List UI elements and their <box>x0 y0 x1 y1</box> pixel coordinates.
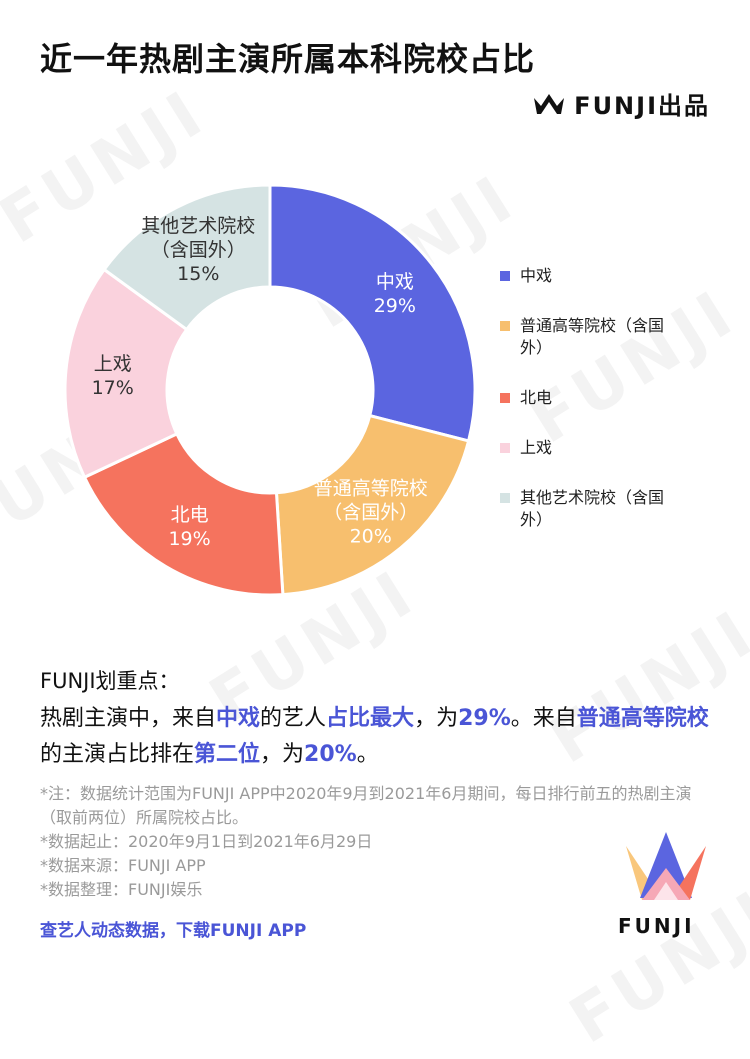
download-app-link[interactable]: 查艺人动态数据，下载FUNJI APP <box>40 921 307 941</box>
note-line: *数据来源：FUNJI APP <box>40 856 206 875</box>
highlight-emphasis: 20% <box>304 742 357 767</box>
highlight-fragment: ，为 <box>414 706 459 731</box>
legend-label: 普通高等院校（含国 外） <box>520 316 665 357</box>
legend-item: 北电 <box>500 387 710 409</box>
legend-swatch <box>500 443 510 453</box>
slice-label: 北电 19% <box>168 504 210 550</box>
legend-item: 其他艺术院校（含国 外） <box>500 487 710 531</box>
highlight-fragment: 的艺人 <box>260 706 327 731</box>
slice-label: 中戏 29% <box>374 271 416 317</box>
pie-slice <box>63 267 189 480</box>
page-title: 近一年热剧主演所属本科院校占比 <box>40 40 536 78</box>
legend-label: 中戏 <box>520 266 553 285</box>
crown-icon <box>534 93 565 114</box>
highlight-heading: FUNJI划重点： <box>40 669 180 693</box>
slice-label: 上戏 17% <box>92 353 134 399</box>
funji-logo-text: FUNJI <box>618 914 695 938</box>
pie-slice <box>268 183 477 443</box>
highlight-emphasis: 占比最大 <box>326 706 415 731</box>
legend-item: 上戏 <box>500 437 710 459</box>
brand: FUNJI出品 <box>532 86 710 121</box>
note-line: *数据起止：2020年9月1日到2021年6月29日 <box>40 832 373 851</box>
highlight-fragment: ，为 <box>260 742 305 767</box>
highlight-emphasis: 中戏 <box>216 706 261 731</box>
brand-text: FUNJI出品 <box>574 92 710 120</box>
legend-swatch <box>500 271 510 281</box>
highlight-fragment: 。 <box>356 742 379 767</box>
highlight-text: 热剧主演中，来自中戏的艺人占比最大，为29%。来自普通高等院校的主演占比排在第二… <box>40 701 720 773</box>
slice-label: 普通高等院校（含国外） 20% <box>314 478 428 548</box>
highlight-emphasis: 29% <box>458 706 511 731</box>
legend-label: 北电 <box>520 388 553 407</box>
pie-slice <box>102 183 272 332</box>
legend-label: 上戏 <box>520 438 553 457</box>
highlight-fragment: 。来自 <box>510 706 577 731</box>
legend-swatch <box>500 393 510 403</box>
highlight-emphasis: 普通高等院校 <box>576 706 709 731</box>
highlight-section: FUNJI划重点： 热剧主演中，来自中戏的艺人占比最大，为29%。来自普通高等院… <box>40 665 720 773</box>
donut-chart: 中戏 29% 普通高等院校（含国外） 20% 北电 19% 上戏 17% 其他艺术院校（含国外）… <box>63 183 477 597</box>
funji-crown-logo-icon <box>626 832 706 900</box>
notes: *注：数据统计范围为FUNJI APP中2020年9月到2021年6月期间，每日… <box>40 782 720 902</box>
legend-swatch <box>500 493 510 503</box>
highlight-fragment: 热剧主演中，来自 <box>40 706 217 731</box>
legend-item: 普通高等院校（含国 外） <box>500 315 710 359</box>
pie-slice <box>274 413 471 597</box>
pie-slice <box>82 431 285 597</box>
highlight-emphasis: 第二位 <box>194 742 261 767</box>
legend-label: 其他艺术院校（含国 外） <box>520 488 665 529</box>
slice-label: 其他艺术院校（含国外） 15% <box>141 215 255 285</box>
note-line: *注：数据统计范围为FUNJI APP中2020年9月到2021年6月期间，每日… <box>40 784 692 827</box>
note-line: *数据整理：FUNJI娱乐 <box>40 880 203 899</box>
legend-item: 中戏 <box>500 265 710 287</box>
highlight-fragment: 的主演占比排在 <box>40 742 195 767</box>
legend-swatch <box>500 321 510 331</box>
legend: 中戏普通高等院校（含国 外） 北电上戏其他艺术院校（含国 外） <box>500 265 710 559</box>
